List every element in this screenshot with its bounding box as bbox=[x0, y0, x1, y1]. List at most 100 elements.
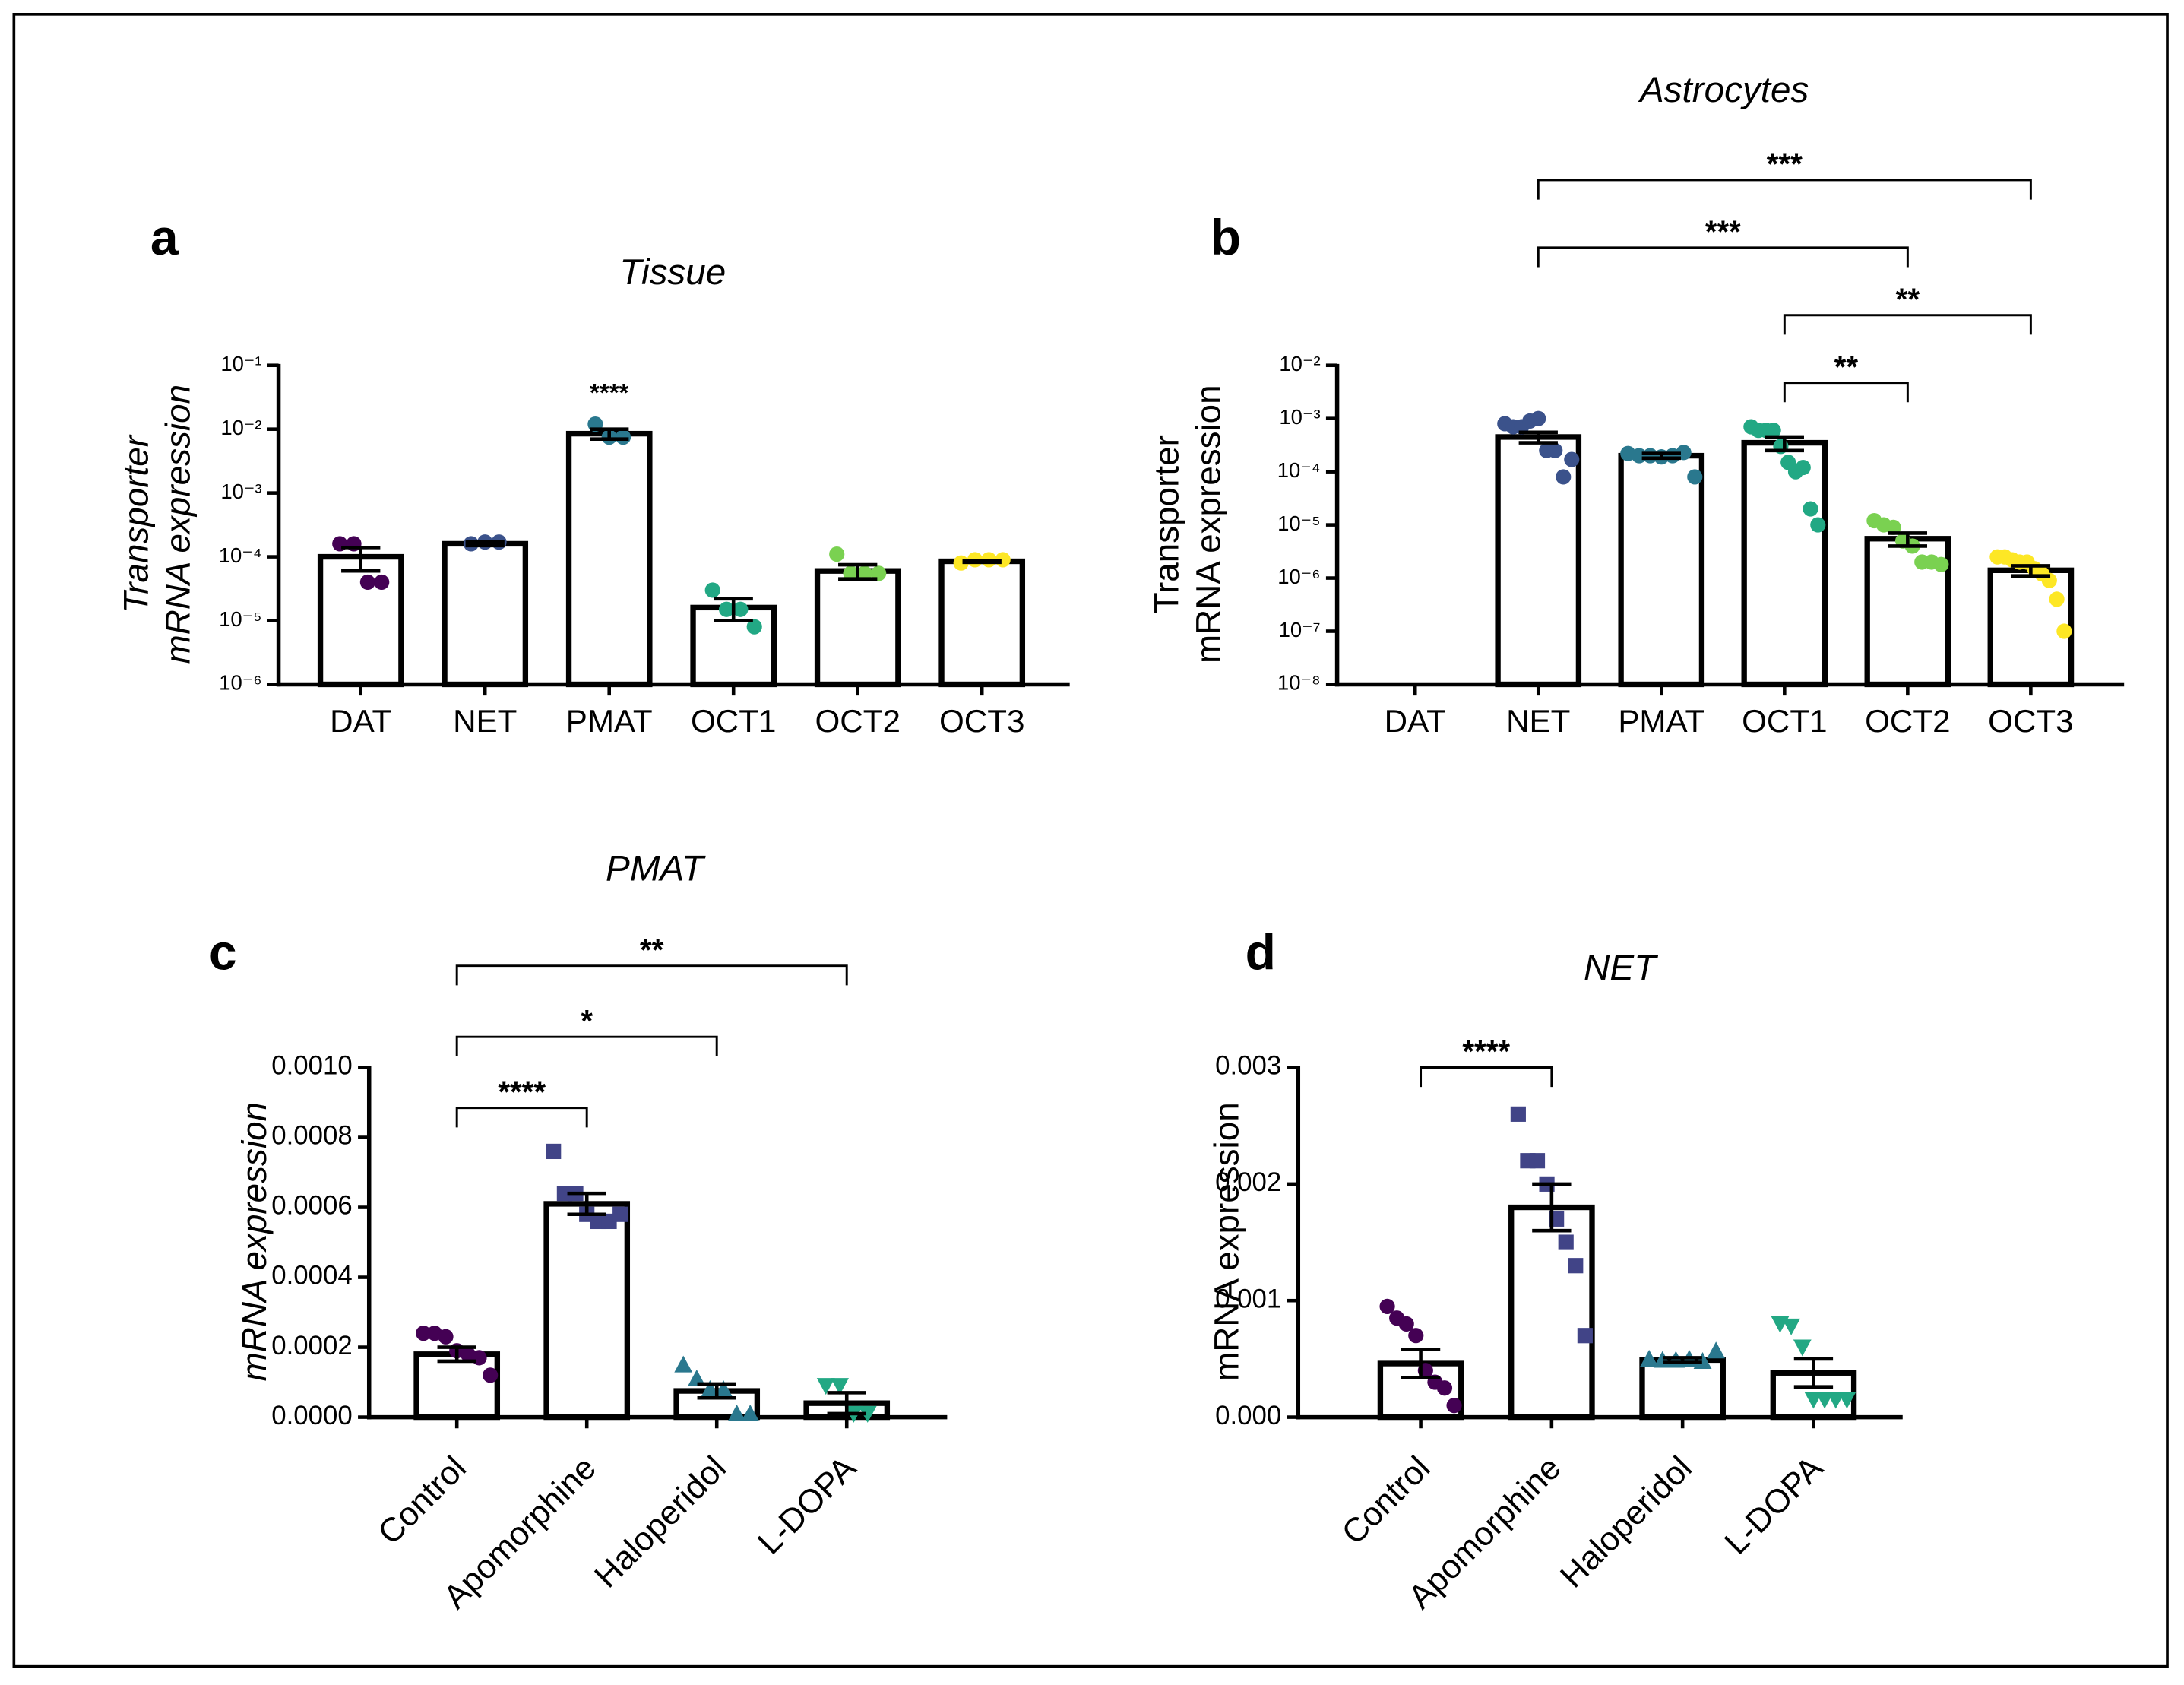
error-bar bbox=[697, 1382, 736, 1400]
significance-label: **** bbox=[498, 1074, 546, 1109]
error-bar bbox=[838, 562, 878, 581]
y-tick-label: 0.000 bbox=[1215, 1401, 1281, 1430]
x-tick-label: NET bbox=[453, 703, 517, 739]
data-point bbox=[1379, 1298, 1395, 1314]
x-tick-label: DAT bbox=[330, 703, 391, 739]
y-tick-label: 0.0004 bbox=[271, 1261, 352, 1291]
data-point bbox=[831, 1378, 849, 1395]
chart-title: Tissue bbox=[619, 252, 726, 293]
x-tick-label: DAT bbox=[1385, 703, 1446, 739]
data-point bbox=[438, 1329, 454, 1345]
data-point bbox=[471, 1350, 487, 1366]
y-tick-label: 0.0000 bbox=[271, 1401, 352, 1430]
y-axis-label: mRNA expression bbox=[235, 1102, 274, 1381]
data-point bbox=[1837, 1392, 1856, 1409]
x-tick-label: OCT1 bbox=[691, 703, 776, 739]
error-bar bbox=[590, 427, 629, 441]
data-point bbox=[546, 1143, 562, 1160]
error-bar bbox=[1888, 531, 1928, 548]
y-axis-label: Transporter mRNA expression bbox=[1147, 385, 1228, 664]
y-tick-label: 10⁻³ bbox=[220, 480, 261, 503]
bar bbox=[442, 540, 529, 688]
y-tick-label: 0.0010 bbox=[271, 1051, 352, 1081]
significance-bracket bbox=[455, 1035, 718, 1056]
data-point bbox=[1693, 1352, 1712, 1370]
y-tick-label: 0.0008 bbox=[271, 1121, 352, 1151]
error-bar bbox=[1793, 1357, 1834, 1389]
data-point bbox=[1793, 1339, 1812, 1357]
x-tick-label: Haloperidol bbox=[587, 1449, 733, 1595]
panel-label: c bbox=[209, 923, 237, 980]
x-tick-label: NET bbox=[1506, 703, 1570, 739]
x-tick-label: Haloperidol bbox=[1553, 1449, 1699, 1595]
y-tick-label: 10⁻² bbox=[220, 416, 261, 439]
data-point bbox=[1782, 1318, 1801, 1335]
y-tick-label: 0.003 bbox=[1215, 1051, 1281, 1081]
y-tick-label: 10⁻⁷ bbox=[1279, 618, 1321, 641]
data-point bbox=[858, 1405, 877, 1423]
data-point bbox=[615, 429, 631, 445]
x-tick-label: L-DOPA bbox=[1717, 1449, 1831, 1562]
data-point bbox=[1765, 423, 1781, 439]
bar bbox=[1618, 452, 1705, 688]
data-point bbox=[1933, 556, 1949, 572]
y-axis-label-line: mRNA expression bbox=[1207, 1102, 1246, 1381]
significance-label: **** bbox=[590, 378, 629, 407]
data-point bbox=[2056, 623, 2072, 639]
y-tick-label: 0.002 bbox=[1215, 1167, 1281, 1197]
significance-label: *** bbox=[1767, 147, 1803, 182]
y-tick-label: 10⁻⁸ bbox=[1277, 671, 1321, 695]
y-tick-label: 0.0006 bbox=[271, 1191, 352, 1221]
frame bbox=[12, 13, 2169, 1668]
data-point bbox=[1640, 1349, 1659, 1367]
bar bbox=[814, 568, 901, 688]
data-point bbox=[1558, 1234, 1574, 1250]
data-point bbox=[704, 582, 720, 598]
data-point bbox=[1556, 469, 1572, 485]
data-point bbox=[687, 1370, 706, 1387]
x-tick-label: OCT3 bbox=[939, 703, 1024, 739]
data-point bbox=[612, 1206, 628, 1222]
x-tick-label: Control bbox=[371, 1449, 473, 1552]
y-tick-label: 0.0002 bbox=[271, 1331, 352, 1360]
data-point bbox=[1577, 1328, 1593, 1344]
chart-title: Astrocytes bbox=[1638, 70, 1809, 110]
data-point bbox=[2049, 591, 2065, 607]
y-axis-label-line: mRNA expression bbox=[158, 385, 197, 664]
data-point bbox=[714, 1379, 733, 1397]
y-tick-label: 10⁻⁵ bbox=[1277, 512, 1320, 535]
data-point bbox=[829, 546, 845, 562]
error-bar bbox=[962, 558, 1002, 565]
x-tick-label: OCT2 bbox=[815, 703, 901, 739]
error-bar bbox=[2011, 564, 2051, 578]
data-point bbox=[1568, 1258, 1584, 1274]
data-point bbox=[1810, 517, 1826, 533]
data-point bbox=[733, 601, 749, 617]
bar bbox=[413, 1351, 501, 1421]
data-point bbox=[1529, 1153, 1546, 1169]
y-tick-label: 10⁻⁴ bbox=[1277, 458, 1321, 482]
x-tick-label: PMAT bbox=[1618, 703, 1704, 739]
data-point bbox=[816, 1378, 835, 1395]
y-tick-label: 10⁻¹ bbox=[220, 352, 261, 375]
data-point bbox=[1446, 1398, 1462, 1414]
data-point bbox=[1398, 1316, 1414, 1332]
data-point bbox=[1676, 445, 1692, 461]
error-bar bbox=[1641, 451, 1681, 461]
y-tick-label: 10⁻⁶ bbox=[1277, 565, 1320, 588]
y-axis-label: Transporter mRNA expression bbox=[116, 385, 197, 664]
x-tick-label: PMAT bbox=[566, 703, 653, 739]
y-axis-label-line: Transporter bbox=[116, 434, 155, 613]
significance-label: ** bbox=[640, 932, 664, 967]
chart-title: PMAT bbox=[606, 849, 706, 889]
bar bbox=[565, 430, 653, 688]
significance-bracket bbox=[1783, 314, 2032, 335]
panel-label: d bbox=[1246, 923, 1276, 980]
significance-bracket bbox=[1537, 179, 2032, 200]
significance-bracket bbox=[1783, 382, 1909, 403]
data-point bbox=[1795, 460, 1811, 476]
x-tick-label: Control bbox=[1334, 1449, 1437, 1552]
error-bar bbox=[1532, 1182, 1572, 1233]
